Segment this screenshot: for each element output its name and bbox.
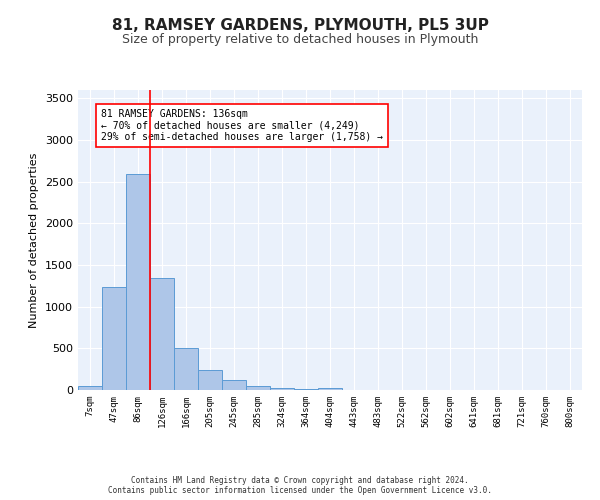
Bar xyxy=(102,286,126,390)
Bar xyxy=(126,174,150,390)
Bar xyxy=(270,388,294,390)
Text: Contains HM Land Registry data © Crown copyright and database right 2024.
Contai: Contains HM Land Registry data © Crown c… xyxy=(108,476,492,495)
Bar xyxy=(150,278,174,390)
Bar xyxy=(78,386,102,390)
Text: 81 RAMSEY GARDENS: 136sqm
← 70% of detached houses are smaller (4,249)
29% of se: 81 RAMSEY GARDENS: 136sqm ← 70% of detac… xyxy=(101,109,383,142)
Text: Size of property relative to detached houses in Plymouth: Size of property relative to detached ho… xyxy=(122,32,478,46)
Bar xyxy=(198,370,222,390)
Bar xyxy=(174,348,198,390)
Text: 81, RAMSEY GARDENS, PLYMOUTH, PL5 3UP: 81, RAMSEY GARDENS, PLYMOUTH, PL5 3UP xyxy=(112,18,488,32)
Bar xyxy=(222,380,246,390)
Bar xyxy=(294,389,318,390)
Bar xyxy=(246,386,270,390)
Y-axis label: Number of detached properties: Number of detached properties xyxy=(29,152,40,328)
Bar xyxy=(318,388,342,390)
